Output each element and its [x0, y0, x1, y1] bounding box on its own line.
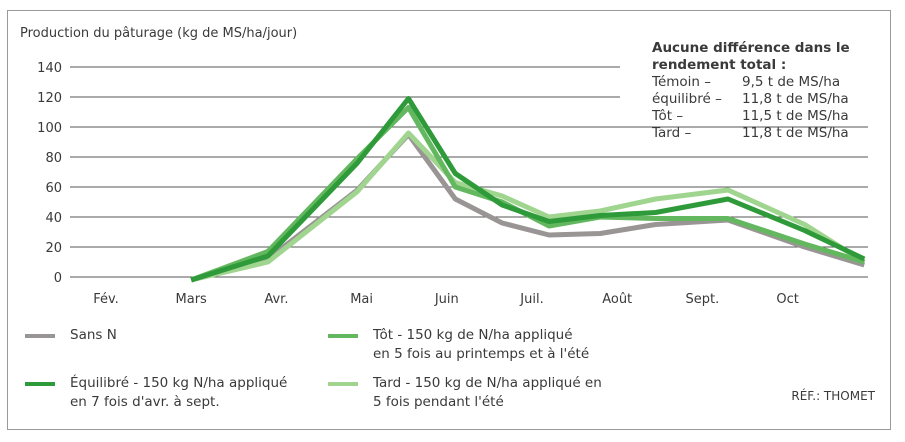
legend-label-line: en 7 fois d'avr. à sept.	[70, 394, 220, 410]
y-tick-label: 40	[45, 211, 62, 226]
legend-item-equilibre: Équilibré - 150 kg N/ha appliqué en 7 fo…	[25, 374, 335, 414]
note-row-value: 9,5 t de MS/ha	[742, 74, 841, 90]
legend-label-line: Équilibré - 150 kg N/ha appliqué	[70, 375, 288, 391]
note-row-value: 11,8 t de MS/ha	[742, 91, 849, 107]
legend-label-line: en 5 fois au printemps et à l'été	[373, 346, 590, 362]
x-tick-label: Juil.	[519, 292, 543, 307]
chart-frame	[7, 10, 891, 430]
y-tick-label: 0	[54, 271, 62, 286]
legend-item-sans-n: Sans N	[25, 326, 325, 346]
x-tick-label: Juin	[434, 292, 459, 307]
x-tick-label: Fév.	[93, 292, 119, 307]
note-row: Tard – 11,8 t de MS/ha	[652, 125, 872, 142]
y-tick-label: 20	[45, 241, 62, 256]
legend-label-line: Tôt - 150 kg de N/ha appliqué	[373, 327, 573, 343]
x-tick-label: Mars	[176, 292, 208, 307]
yield-note: Aucune différence dans le rendement tota…	[652, 40, 872, 142]
legend-label: Tôt - 150 kg de N/ha appliqué en 5 fois …	[373, 326, 653, 364]
y-axis-label: Production du pâturage (kg de MS/ha/jour…	[20, 26, 297, 41]
y-tick-label: 120	[37, 91, 62, 106]
note-row-value: 11,5 t de MS/ha	[742, 108, 849, 124]
legend-swatch	[25, 334, 55, 338]
note-row-label: équilibré –	[652, 91, 722, 107]
note-row: équilibré – 11,8 t de MS/ha	[652, 91, 872, 108]
series-line	[190, 96, 866, 283]
note-title: Aucune différence dans le rendement tota…	[652, 40, 850, 73]
legend-label: Sans N	[70, 327, 117, 343]
note-row-value: 11,8 t de MS/ha	[742, 125, 849, 141]
note-row-label: Tôt –	[652, 108, 684, 124]
legend-label: Tard - 150 kg de N/ha appliqué en 5 fois…	[373, 374, 653, 412]
y-tick-label: 140	[37, 61, 62, 76]
x-tick-label: Oct	[776, 292, 798, 307]
legend-label: Équilibré - 150 kg N/ha appliqué en 7 fo…	[70, 374, 350, 412]
note-row-label: Tard –	[652, 125, 692, 141]
x-tick-label: Avr.	[264, 292, 288, 307]
y-tick-label: 100	[37, 121, 62, 136]
reference-note: RÉF.: THOMET	[791, 389, 875, 403]
series-line	[190, 130, 866, 283]
x-tick-label: Mai	[350, 292, 373, 307]
legend-item-tard: Tard - 150 kg de N/ha appliqué en 5 fois…	[328, 374, 638, 414]
y-tick-label: 80	[45, 151, 62, 166]
legend-label-line: 5 fois pendant l'été	[373, 394, 504, 410]
legend-swatch	[25, 382, 55, 386]
series-lines	[190, 96, 866, 283]
note-row: Tôt – 11,5 t de MS/ha	[652, 108, 872, 125]
y-tick-labels: 0 20 40 60 80 100 120 140	[37, 61, 62, 286]
x-tick-labels: Fév. Mars Avr. Mai Juin Juil. Août Sept. Oct	[93, 292, 799, 307]
note-row-label: Témoin –	[652, 74, 712, 90]
legend-item-tot: Tôt - 150 kg de N/ha appliqué en 5 fois …	[328, 326, 638, 366]
legend-swatch	[328, 334, 358, 338]
legend-label-line: Tard - 150 kg de N/ha appliqué en	[373, 375, 602, 391]
y-tick-label: 60	[45, 181, 62, 196]
note-row: Témoin – 9,5 t de MS/ha	[652, 74, 872, 91]
x-tick-label: Sept.	[686, 292, 720, 307]
legend-swatch	[328, 382, 358, 386]
x-tick-label: Août	[602, 292, 632, 307]
